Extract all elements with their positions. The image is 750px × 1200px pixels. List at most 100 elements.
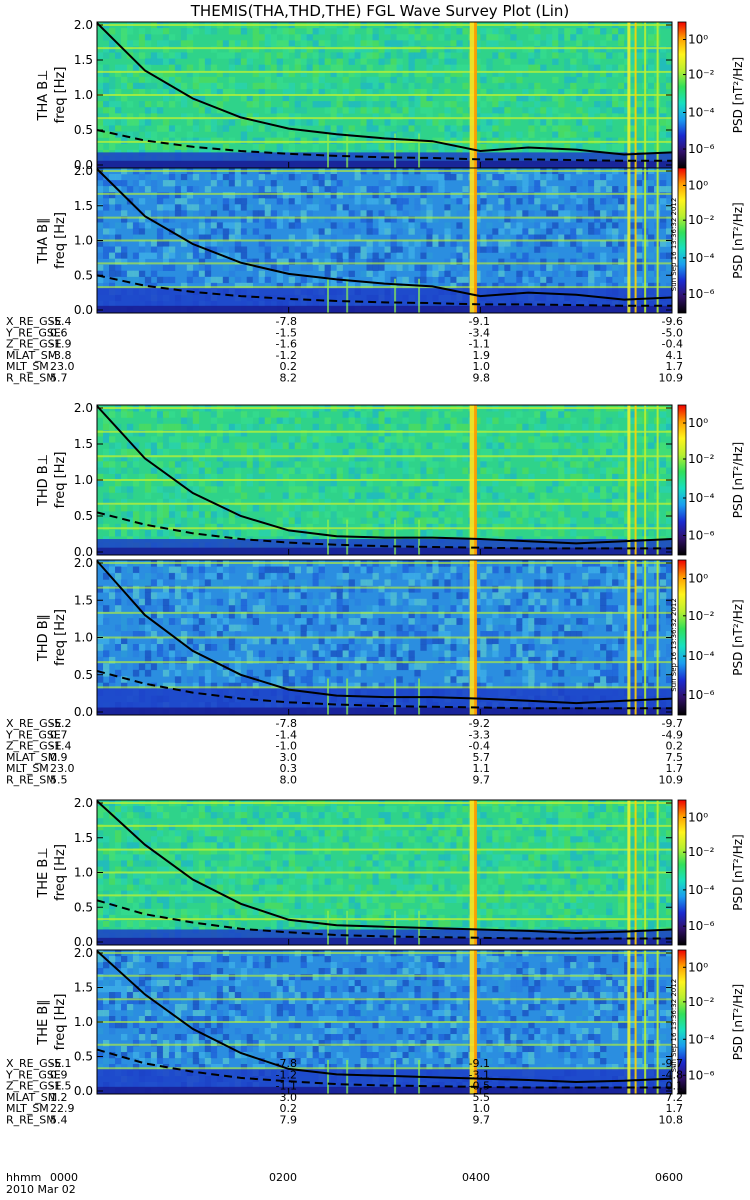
colorbar-label: PSD [nT²/Hz] — [731, 599, 745, 675]
ephemeris-value: -9.2 — [469, 717, 490, 730]
y-tick-label: 1.0 — [74, 473, 93, 487]
colorbar-tick-label: 10⁰ — [688, 810, 708, 824]
wave-burst — [346, 1059, 349, 1094]
spectrogram-panel: 0.0 0.5 1.0 1.5 2.0 THA B∥ freq [Hz] 10⁰ 10⁻² 10⁻… — [36, 164, 745, 317]
wave-burst — [346, 133, 349, 168]
ephemeris-value: -9.7 — [662, 1057, 683, 1070]
ephemeris-value: -5.1 — [50, 1057, 71, 1070]
ephemeris-value: 23.0 — [50, 762, 75, 775]
y-tick-label: 0.5 — [74, 900, 93, 914]
y-tick-label: 1.5 — [74, 981, 93, 995]
y-tick-label: 1.5 — [74, 593, 93, 607]
colorbar-tick-label: 10⁻⁴ — [688, 251, 715, 265]
colorbar-tick-label: 10⁻² — [688, 609, 715, 623]
ephemeris-value: 10.9 — [659, 774, 684, 787]
time-tick-label: 0600 — [655, 1171, 683, 1184]
spectrogram-panel: 0.0 0.5 1.0 1.5 2.0 THE B∥ freq [Hz] 10⁰ 10⁻² 10⁻… — [36, 946, 745, 1098]
colorbar-label: PSD [nT²/Hz] — [731, 202, 745, 278]
ephemeris-value: -1.2 — [276, 1068, 297, 1081]
colorbar-tick-label: 10⁻² — [688, 995, 715, 1009]
wave-burst — [469, 168, 476, 313]
date-label: 2010 Mar 02 — [6, 1183, 76, 1196]
ephemeris-value: 9.7 — [473, 774, 491, 787]
ephemeris-value: -1.5 — [50, 1080, 71, 1093]
ephemeris-label: MLT_SM — [6, 360, 49, 373]
ephemeris-label: Z_RE_GSE — [6, 1080, 62, 1093]
spectrogram-panel: 0.0 0.5 1.0 1.5 2.0 THE B⊥ freq [Hz] 10⁰ 10⁻² 10⁻… — [36, 796, 745, 949]
ephemeris-value: -4.9 — [662, 728, 683, 741]
ephemeris-value: -1.1 — [469, 338, 490, 351]
ephemeris-value: -1.4 — [276, 728, 297, 741]
ephemeris-value: -1.9 — [50, 338, 71, 351]
wave-burst — [634, 22, 637, 168]
wave-burst — [327, 910, 329, 945]
wave-burst — [327, 519, 329, 555]
wave-burst — [634, 168, 637, 313]
y-tick-label: 1.5 — [74, 199, 93, 213]
wave-burst — [346, 910, 349, 945]
ephemeris-value: 5.7 — [473, 751, 491, 764]
spectrogram-texture — [97, 168, 673, 314]
ephemeris-label: MLT_SM — [6, 762, 49, 775]
wave-burst — [644, 800, 647, 945]
colorbar-tick-label: 10⁻⁶ — [688, 142, 715, 156]
colorbar-tick-label: 10⁰ — [688, 178, 708, 192]
y-tick-label: 1.0 — [74, 631, 93, 645]
y-tick-label: 0.5 — [74, 509, 93, 523]
wave-burst — [644, 168, 647, 313]
colorbar-tick-label: 10⁰ — [688, 960, 708, 974]
panel-ylabel: THE B∥ freq [Hz] — [36, 994, 68, 1051]
ephemeris-label: Y_RE_GSE — [5, 728, 61, 741]
ephemeris-value: -9.1 — [469, 1057, 490, 1070]
wave-burst — [644, 22, 647, 168]
ephemeris-value: -4.8 — [662, 1068, 683, 1081]
ephemeris-value: 0.1 — [666, 1080, 684, 1093]
wave-burst — [627, 800, 631, 945]
ephemeris-label: R_RE_SM — [6, 1114, 56, 1127]
colorbar-tick-label: 10⁻⁶ — [688, 287, 715, 301]
ephemeris-value: -1.6 — [276, 338, 297, 351]
ephemeris-value: 22.9 — [50, 1102, 75, 1115]
colorbar — [677, 404, 687, 556]
ephemeris-label: Z_RE_GSE — [6, 740, 62, 753]
time-tick-label: 0200 — [269, 1171, 297, 1184]
ephemeris-value: -3.1 — [469, 1068, 490, 1081]
figure-title: THEMIS(THA,THD,THE) FGL Wave Survey Plot… — [190, 2, 569, 20]
colorbar-tick-label: 10⁻⁶ — [688, 919, 715, 933]
colorbar — [677, 167, 687, 314]
wave-burst — [394, 278, 397, 313]
wave-burst — [627, 168, 631, 313]
ephemeris-label: MLAT_SM — [6, 1091, 57, 1104]
wave-burst — [474, 800, 478, 945]
y-tick-label: 1.5 — [74, 53, 93, 67]
ephemeris-label: Z_RE_GSE — [6, 338, 62, 351]
wave-burst — [656, 405, 659, 555]
colorbar-tick-label: 10⁻⁶ — [688, 529, 715, 543]
ephemeris-value: -3.3 — [469, 728, 490, 741]
y-tick-label: 1.0 — [74, 866, 93, 880]
panel-ylabel: THD B⊥ freq [Hz] — [36, 452, 68, 509]
wave-burst — [656, 22, 659, 168]
ephemeris-label: X_RE_GSE — [6, 315, 62, 328]
y-tick-label: 0.0 — [74, 705, 93, 719]
ephemeris-value: -3.4 — [469, 326, 490, 339]
y-tick-label: 0.5 — [74, 1050, 93, 1064]
y-tick-label: 1.0 — [74, 88, 93, 102]
ephemeris-label: MLAT_SM — [6, 349, 57, 362]
colorbar-tick-label: 10⁻⁴ — [688, 106, 715, 120]
wave-burst — [634, 950, 637, 1094]
colorbar-label: PSD [nT²/Hz] — [731, 57, 745, 133]
colorbar-label: PSD [nT²/Hz] — [731, 442, 745, 518]
colorbar — [677, 559, 687, 716]
y-tick-label: 2.0 — [74, 946, 93, 960]
wave-burst — [346, 278, 349, 313]
y-tick-label: 0.0 — [74, 545, 93, 559]
colorbar-tick-label: 10⁻⁴ — [688, 1032, 715, 1046]
ephemeris-label: MLT_SM — [6, 1102, 49, 1115]
y-tick-label: 0.5 — [74, 268, 93, 282]
ephemeris-value: 1.7 — [666, 762, 684, 775]
ephemeris-value: 23.0 — [50, 360, 75, 373]
colorbar-tick-label: 10⁰ — [688, 416, 708, 430]
wave-burst — [656, 560, 659, 715]
